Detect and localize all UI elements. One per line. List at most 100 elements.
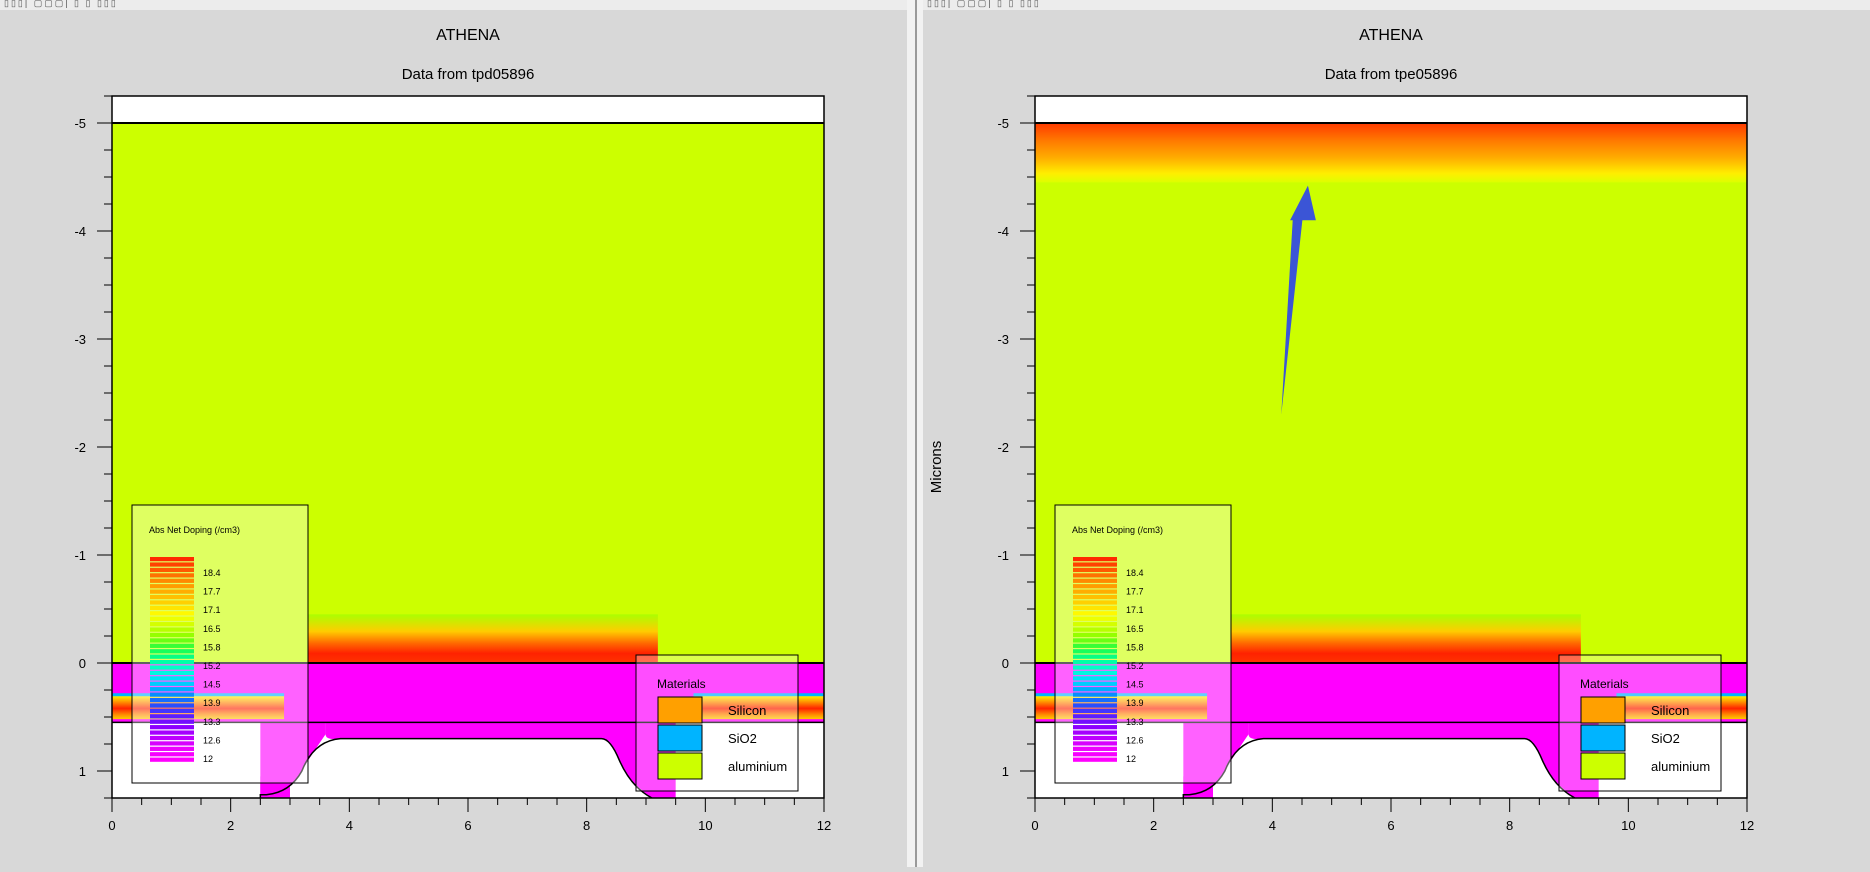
- colorbar-tick-label: 12.6: [1126, 735, 1144, 745]
- colorbar-tick-label: 17.1: [1126, 605, 1144, 615]
- sio2-line-right: [1616, 693, 1747, 697]
- colorbar-swatch: [150, 697, 194, 703]
- y-tick-label: -1: [74, 548, 86, 563]
- colorbar-swatch: [150, 562, 194, 567]
- colorbar-swatch: [1073, 681, 1117, 686]
- y-tick-label: -2: [997, 440, 1009, 455]
- silicon-foot-right: [1524, 722, 1599, 798]
- x-tick-label: 2: [227, 818, 234, 833]
- y-tick-label: -3: [997, 332, 1009, 347]
- colorbar-swatch: [150, 622, 194, 627]
- chart-subtitle: Data from tpd05896: [402, 66, 535, 83]
- colorbar-swatch: [1073, 594, 1117, 600]
- colorbar-tick-label: 17.7: [203, 587, 221, 597]
- colorbar-tick-label: 12: [203, 754, 213, 764]
- colorbar-tick-label: 13.3: [203, 717, 221, 727]
- surface-doping-band: [1230, 614, 1581, 663]
- colorbar-swatch: [1073, 725, 1117, 730]
- x-tick-label: 4: [1269, 818, 1276, 833]
- colorbar-swatch: [150, 627, 194, 632]
- chart-title: ATHENA: [1359, 27, 1423, 44]
- colorbar-swatch: [1073, 638, 1117, 643]
- sio2-line-left: [1035, 693, 1208, 697]
- material-label: aluminium: [1651, 759, 1710, 774]
- silicon-bridge: [1248, 722, 1525, 740]
- panel-divider-line: [915, 0, 917, 867]
- colorbar-swatch: [1073, 600, 1117, 605]
- material-label: aluminium: [728, 759, 787, 774]
- colorbar-swatch: [1073, 627, 1117, 632]
- colorbar-swatch: [150, 687, 194, 692]
- chart-title: ATHENA: [436, 27, 500, 44]
- void-region: [1035, 96, 1747, 123]
- colorbar-swatch: [150, 730, 194, 735]
- colorbar-swatch: [150, 660, 194, 665]
- colorbar-swatch: [150, 681, 194, 686]
- colorbar-tick-label: 13.3: [1126, 717, 1144, 727]
- colorbar-swatch: [1073, 616, 1117, 621]
- pedestal-outline: [1182, 737, 1576, 798]
- material-swatch: [657, 752, 703, 780]
- x-tick-label: 6: [464, 818, 471, 833]
- annotation-arrow-head: [1290, 185, 1316, 221]
- colorbar-swatch: [1073, 578, 1117, 583]
- x-tick-label: 6: [1387, 818, 1394, 833]
- colorbar-swatch: [1073, 708, 1117, 714]
- silicon-post: [1183, 776, 1213, 798]
- colorbar-swatch: [1073, 676, 1117, 681]
- colorbar-swatch: [150, 594, 194, 600]
- colorbar-tick-label: 18.4: [1126, 568, 1144, 578]
- colorbar-swatch: [150, 632, 194, 638]
- x-tick-label: 4: [346, 818, 353, 833]
- colorbar-swatch: [1073, 670, 1117, 676]
- colorbar-tick-label: 13.9: [1126, 698, 1144, 708]
- doping-legend-title: Abs Net Doping (/cm3): [149, 525, 240, 535]
- colorbar-swatch: [150, 557, 194, 562]
- x-tick-label: 12: [817, 818, 831, 833]
- colorbar-swatch: [150, 670, 194, 676]
- device-structure: [1035, 96, 1747, 798]
- toolbar-fragment-left: ▯▯▯| ▢▢▢| ▯ ▯ ▯▯▯: [4, 0, 118, 8]
- materials-legend-title: Materials: [1580, 677, 1629, 691]
- x-tick-label: 10: [698, 818, 712, 833]
- colorbar-swatch: [150, 746, 194, 751]
- colorbar-swatch: [1073, 573, 1117, 578]
- y-tick-label: -4: [997, 224, 1009, 239]
- colorbar-tick-label: 17.1: [203, 605, 221, 615]
- material-label: SiO2: [1651, 731, 1680, 746]
- colorbar-swatch: [150, 708, 194, 714]
- junction-band-right: [693, 695, 824, 720]
- y-axis-label: Microns: [928, 441, 945, 494]
- colorbar-tick-label: 14.5: [1126, 680, 1144, 690]
- colorbar-swatch: [1073, 649, 1117, 654]
- colorbar-swatch: [150, 725, 194, 730]
- x-tick-label: 8: [583, 818, 590, 833]
- materials-legend-title: Materials: [657, 677, 706, 691]
- x-tick-label: 0: [108, 818, 115, 833]
- y-tick-label: -4: [74, 224, 86, 239]
- colorbar-swatch: [150, 654, 194, 659]
- material-swatch: [1580, 752, 1626, 780]
- colorbar-tick-label: 15.2: [203, 661, 221, 671]
- colorbar-swatch: [1073, 665, 1117, 670]
- top-doping-gradient: [1035, 123, 1747, 183]
- material-label: Silicon: [1651, 703, 1689, 718]
- colorbar-tick-label: 16.5: [1126, 624, 1144, 634]
- colorbar-swatch: [1073, 643, 1117, 648]
- colorbar-swatch: [1073, 735, 1117, 741]
- colorbar-swatch: [150, 665, 194, 670]
- y-tick-label: -1: [997, 548, 1009, 563]
- colorbar-swatch: [150, 703, 194, 708]
- colorbar-swatch: [150, 584, 194, 589]
- colorbar-swatch: [150, 616, 194, 621]
- material-swatch: [657, 724, 703, 752]
- colorbar-tick-label: 17.7: [1126, 587, 1144, 597]
- colorbar-swatch: [150, 719, 194, 724]
- colorbar-swatch: [150, 676, 194, 681]
- material-label: SiO2: [728, 731, 757, 746]
- pedestal-outline: [259, 737, 653, 798]
- colorbar-swatch: [150, 600, 194, 605]
- sio2-line-right: [693, 693, 824, 697]
- colorbar-swatch: [150, 573, 194, 578]
- colorbar-tick-label: 15.8: [1126, 642, 1144, 652]
